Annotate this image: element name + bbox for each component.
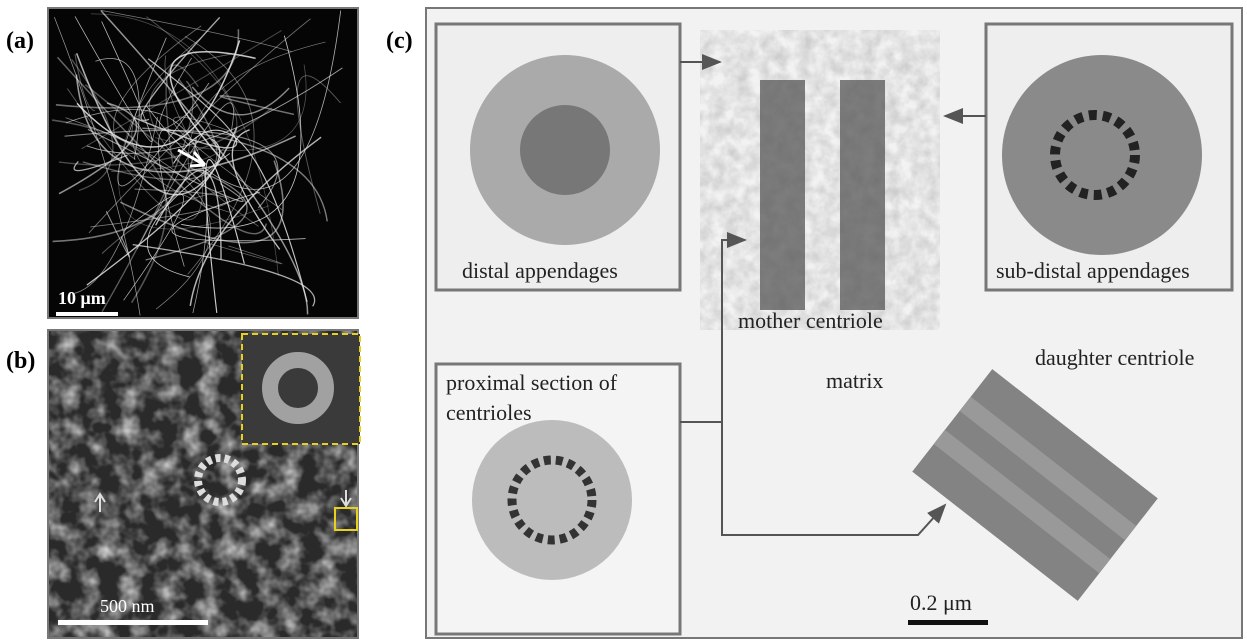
inset [242,334,360,444]
panel-label: (c) [386,28,413,54]
page: (a) 10 μm (b) 500 nm (c) distal appendag… [0,0,1247,641]
annotation: matrix [826,368,883,393]
mother-wall [760,80,805,310]
scale-bar-label: 500 nm [100,596,155,616]
annotation: mother centriole [738,308,883,333]
panel-label: (b) [6,348,35,374]
inset-blob [520,105,610,195]
inset-blob [472,420,632,580]
annotation: centrioles [446,400,532,425]
annotation: proximal section of [446,370,618,395]
scale-bar-label: 0.2 μm [910,590,972,615]
inset-blob [1002,55,1202,255]
annotation: daughter centriole [1035,345,1194,370]
annotation: distal appendages [462,258,618,283]
scale-bar [56,312,118,316]
scale-bar-label: 10 μm [58,288,106,308]
texture [700,30,940,330]
scale-bar [908,620,988,625]
annotation: sub-distal appendages [996,258,1190,283]
panel-label: (a) [6,28,34,54]
mother-wall [840,80,885,310]
figure: (a) 10 μm (b) 500 nm (c) distal appendag… [0,0,1247,641]
scale-bar [58,620,208,625]
